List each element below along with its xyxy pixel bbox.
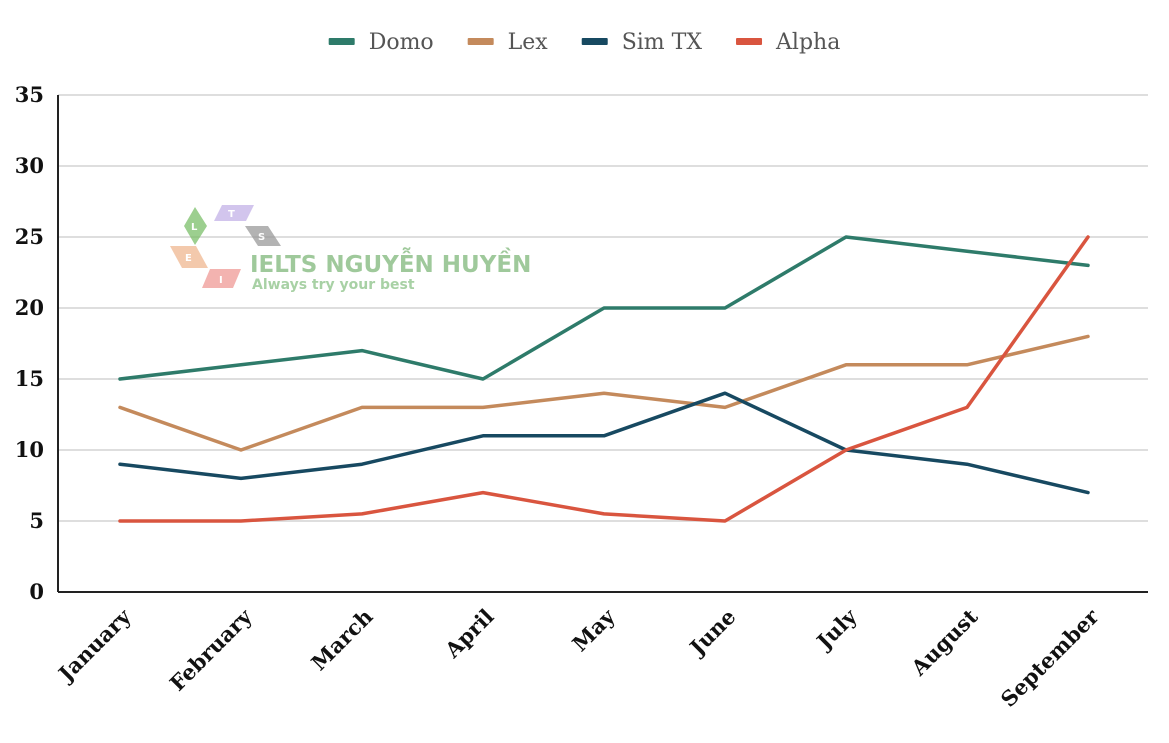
logo-tile-i xyxy=(202,269,241,288)
legend-item-domo[interactable]: Domo xyxy=(328,30,434,55)
y-tick-label: 10 xyxy=(15,437,44,462)
x-tick-label: August xyxy=(905,604,982,681)
x-tick-label: March xyxy=(306,604,377,675)
legend[interactable]: Domo Lex Sim TX Alpha xyxy=(328,30,841,55)
logo-letter-i: I xyxy=(219,275,223,286)
legend-label: Domo xyxy=(369,30,434,55)
x-tick-label: January xyxy=(52,603,136,687)
y-tick-label: 35 xyxy=(15,82,44,107)
legend-label: Lex xyxy=(508,30,549,55)
y-tick-label: 30 xyxy=(15,153,44,178)
axes xyxy=(57,95,1148,593)
watermark-logo: L T S E I xyxy=(170,205,281,288)
watermark-title: IELTS NGUYỄN HUYỀN xyxy=(250,247,531,278)
logo-tile-l xyxy=(184,207,207,245)
legend-item-lex[interactable]: Lex xyxy=(467,30,549,55)
legend-swatch xyxy=(467,38,494,45)
legend-swatch xyxy=(581,38,608,45)
y-tick-label: 25 xyxy=(15,224,44,249)
y-tick-label: 20 xyxy=(15,295,44,320)
legend-swatch xyxy=(736,38,763,45)
watermark: L T S E I IELTS NGUYỄN HUYỀN Always try … xyxy=(170,205,531,293)
legend-swatch xyxy=(328,38,355,45)
watermark-subtitle: Always try your best xyxy=(252,277,415,293)
x-tick-label: July xyxy=(810,603,862,655)
series-lines xyxy=(118,235,1090,523)
y-tick-label: 5 xyxy=(29,508,44,533)
y-tick-label: 15 xyxy=(15,366,44,391)
x-tick-label: May xyxy=(567,603,620,656)
x-tick-label: June xyxy=(683,604,740,661)
legend-label: Alpha xyxy=(775,30,840,55)
logo-letter-l: L xyxy=(191,222,198,233)
logo-tile-s xyxy=(245,226,281,246)
legend-item-sim-tx[interactable]: Sim TX xyxy=(581,30,703,55)
logo-letter-t: T xyxy=(228,209,235,220)
y-tick-labels: 0 5 10 15 20 25 30 35 xyxy=(15,82,44,604)
logo-letter-s: S xyxy=(258,232,265,243)
x-tick-label: September xyxy=(996,603,1105,712)
y-tick-label: 0 xyxy=(29,579,44,604)
logo-letter-e: E xyxy=(185,253,192,264)
x-tick-label: April xyxy=(439,604,498,663)
x-tick-label: February xyxy=(165,603,257,695)
logo-tile-e xyxy=(170,246,208,268)
logo-tile-t xyxy=(214,205,254,221)
x-tick-labels: January February March April May June July Augu… xyxy=(52,603,1104,712)
legend-label: Sim TX xyxy=(622,30,703,55)
legend-item-alpha[interactable]: Alpha xyxy=(736,30,840,55)
